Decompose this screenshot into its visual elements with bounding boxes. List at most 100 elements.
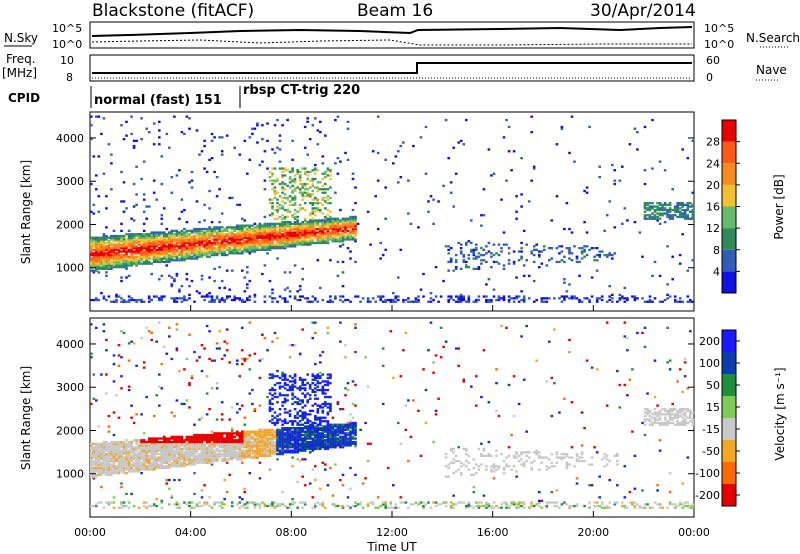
range-gate-cell [165, 247, 169, 250]
range-gate-cell [324, 236, 327, 239]
range-gate-cell [188, 181, 191, 184]
range-gate-cell [200, 496, 204, 499]
range-gate-cell [303, 172, 307, 175]
range-gate-cell [550, 219, 554, 222]
range-gate-cell [205, 247, 209, 250]
range-gate-cell [107, 461, 111, 464]
range-gate-cell [278, 387, 282, 390]
range-gate-cell [147, 449, 151, 452]
range-gate-cell [326, 221, 330, 224]
range-gate-cell [117, 255, 121, 258]
range-gate-cell [193, 461, 196, 464]
range-gate-cell [223, 432, 226, 435]
range-gate-cell [643, 205, 647, 208]
range-gate-cell [334, 219, 337, 222]
range-gate-cell [100, 458, 103, 461]
range-gate-cell [190, 463, 194, 466]
range-gate-cell [336, 157, 340, 160]
range-gate-cell [140, 262, 143, 265]
range-gate-cell [203, 167, 206, 170]
range-gate-cell [112, 506, 116, 509]
range-gate-cell [268, 408, 272, 411]
range-gate-cell [102, 461, 106, 464]
range-gate-cell [243, 245, 247, 248]
range-gate-cell [283, 300, 287, 303]
range-gate-cell [545, 297, 549, 300]
range-gate-cell [200, 229, 204, 232]
range-gate-cell [122, 298, 126, 302]
range-gate-cell [120, 236, 123, 239]
range-gate-cell [303, 297, 307, 300]
range-gate-cell [301, 439, 304, 442]
range-gate-cell [180, 437, 184, 440]
range-gate-cell [95, 297, 98, 300]
range-gate-cell [563, 255, 566, 258]
range-gate-cell [656, 219, 659, 222]
range-gate-cell [180, 458, 184, 461]
range-gate-cell [248, 279, 252, 283]
range-gate-cell [633, 297, 637, 300]
range-gate-cell [135, 248, 138, 251]
range-gate-cell [349, 231, 352, 234]
range-gate-cell [145, 253, 148, 257]
range-gate-cell [218, 231, 221, 234]
range-gate-cell [107, 252, 111, 255]
range-gate-cell [213, 451, 216, 454]
range-gate-cell [178, 439, 181, 442]
range-gate-cell [595, 298, 599, 302]
range-gate-cell [165, 482, 169, 485]
range-gate-cell [326, 224, 330, 227]
range-gate-cell [120, 451, 123, 454]
range-gate-cell [230, 454, 234, 457]
range-gate-cell [439, 295, 443, 298]
range-gate-cell [110, 468, 113, 471]
range-gate-cell [100, 236, 103, 239]
range-gate-cell [233, 295, 236, 298]
range-gate-cell [273, 440, 277, 444]
range-gate-cell [180, 250, 184, 253]
range-gate-cell [160, 363, 164, 366]
range-gate-cell [243, 442, 247, 445]
range-gate-cell [319, 241, 322, 245]
range-gate-cell [349, 224, 352, 227]
range-gate-cell [246, 456, 249, 459]
range-gate-cell [643, 217, 647, 220]
range-gate-cell [570, 297, 574, 300]
range-gate-cell [485, 298, 488, 302]
range-gate-cell [200, 416, 204, 419]
range-gate-cell [324, 231, 327, 234]
range-gate-cell [188, 229, 191, 232]
range-gate-cell [248, 472, 252, 475]
range-gate-cell [120, 253, 123, 257]
range-gate-cell [331, 233, 335, 236]
range-gate-cell [110, 253, 113, 257]
range-gate-cell [387, 298, 390, 302]
range-gate-cell [241, 227, 244, 231]
range-gate-cell [198, 234, 201, 238]
range-gate-cell [517, 250, 521, 253]
range-gate-cell [188, 446, 191, 449]
range-gate-cell [271, 421, 274, 425]
range-gate-cell [218, 247, 221, 250]
range-gate-cell [112, 300, 116, 303]
range-gate-cell [220, 453, 224, 456]
range-gate-cell [288, 238, 292, 241]
range-gate-cell [336, 229, 340, 232]
range-gate-cell [90, 252, 93, 255]
range-gate-cell [152, 248, 156, 251]
range-gate-cell [268, 248, 272, 251]
range-gate-cell [135, 241, 138, 245]
range-gate-cell [256, 124, 259, 127]
range-gate-cell [193, 472, 196, 475]
range-gate-cell [475, 300, 478, 303]
range-gate-cell [520, 157, 523, 160]
range-gate-cell [298, 414, 302, 418]
range-gate-cell [291, 420, 294, 423]
range-gate-cell [100, 453, 103, 456]
range-gate-cell [215, 449, 219, 452]
range-gate-cell [173, 456, 176, 459]
range-gate-cell [392, 292, 395, 295]
range-gate-cell [236, 224, 239, 227]
range-gate-cell [188, 504, 191, 508]
range-gate-cell [293, 181, 297, 184]
